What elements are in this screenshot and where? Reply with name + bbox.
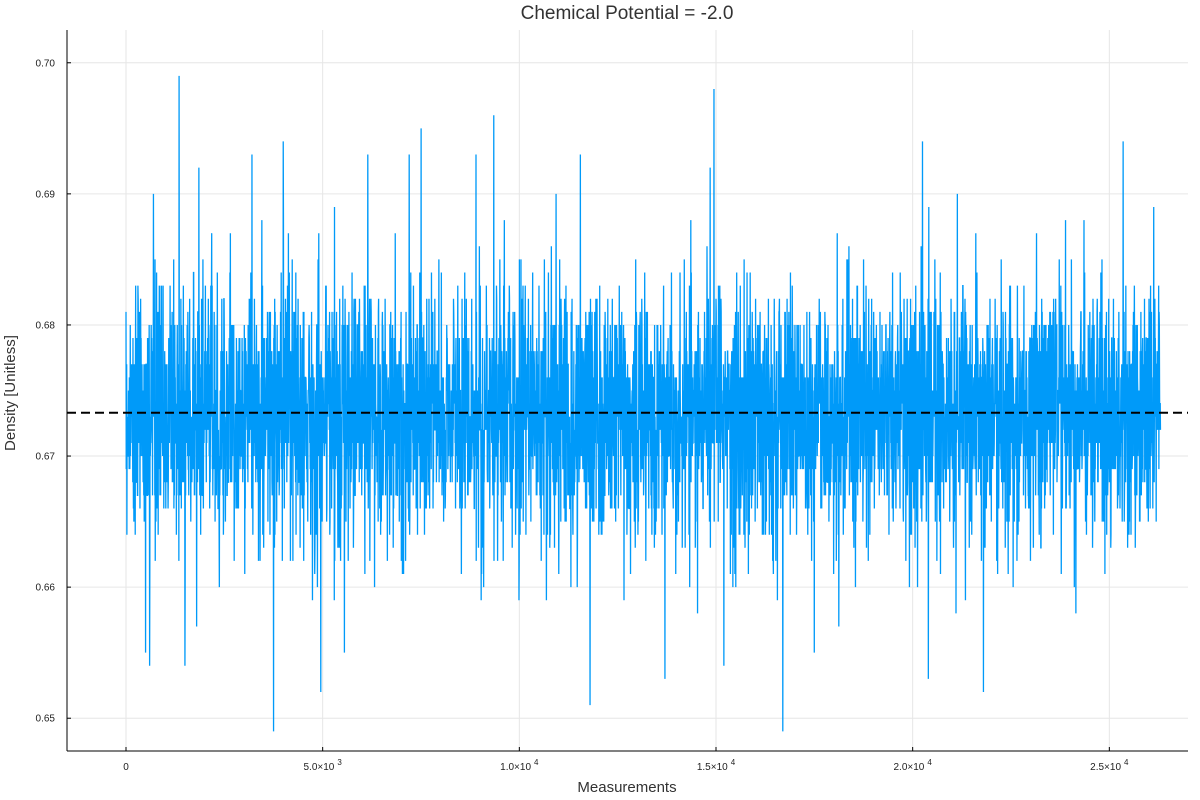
y-axis-title: Density [Unitless] xyxy=(2,335,19,451)
y-tick-label-0: 0.65 xyxy=(36,714,56,725)
series-layer xyxy=(125,75,1162,732)
density-series-line xyxy=(125,75,1162,732)
x-axis-title: Measurements xyxy=(577,779,676,796)
x-tick-label-2: 1.0×10 4 xyxy=(500,758,539,773)
y-tick-label-2: 0.67 xyxy=(36,452,56,463)
x-tick-label-4: 2.0×10 4 xyxy=(894,758,933,773)
x-tick-label-0: 0 xyxy=(123,762,129,773)
x-tick-label-3: 1.5×10 4 xyxy=(697,758,736,773)
y-tick-label-1: 0.66 xyxy=(36,583,56,594)
chart-title: Chemical Potential = -2.0 xyxy=(521,3,734,24)
axis-layer xyxy=(66,30,1188,752)
y-tick-label-3: 0.68 xyxy=(36,320,56,331)
y-tick-label-4: 0.69 xyxy=(36,189,56,200)
y-tick-label-5: 0.70 xyxy=(36,58,56,69)
x-tick-label-1: 5.0×10 3 xyxy=(304,758,343,773)
x-tick-label-5: 2.5×10 4 xyxy=(1090,758,1129,773)
tick-layer: 0.65 0.66 0.67 0.68 0.69 0.70 0 5.0×10 3 1.0×10 4 1… xyxy=(36,58,1130,773)
